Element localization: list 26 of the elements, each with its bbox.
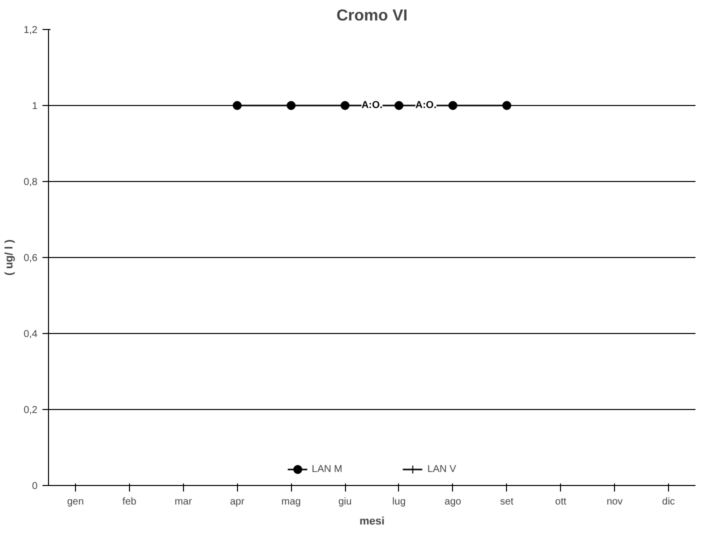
x-tick-label: gen <box>67 496 84 508</box>
x-tick-label: mar <box>174 496 193 508</box>
y-tick-label: 1,2 <box>24 25 38 36</box>
x-axis-title: mesi <box>359 516 385 528</box>
legend-label: LAN M <box>312 464 342 474</box>
chart-title: Cromo VI <box>336 8 408 24</box>
legend-label: LAN V <box>427 464 456 474</box>
x-tick-label: mag <box>281 496 301 508</box>
y-tick-label: 0,6 <box>24 253 38 264</box>
y-tick-label: 0 <box>32 481 38 492</box>
annotation: A:O. <box>361 100 383 111</box>
x-tick-label: dic <box>662 496 675 508</box>
annotation: A:O. <box>415 100 437 111</box>
y-axis-title: ( ug/ l ) <box>4 239 16 276</box>
y-tick-label: 0,4 <box>24 329 38 340</box>
x-tick-label: feb <box>122 496 137 508</box>
x-tick-label: ott <box>555 496 566 508</box>
x-tick-label: set <box>500 496 514 508</box>
x-tick-label: apr <box>230 496 246 508</box>
x-tick-label: ago <box>444 496 462 508</box>
x-tick-label: nov <box>606 496 623 508</box>
x-tick-label: lug <box>392 496 406 508</box>
x-tick-label: giu <box>338 496 352 508</box>
y-tick-label: 1 <box>32 101 38 112</box>
y-tick-label: 0,8 <box>24 177 38 188</box>
y-tick-label: 0,2 <box>24 405 38 416</box>
